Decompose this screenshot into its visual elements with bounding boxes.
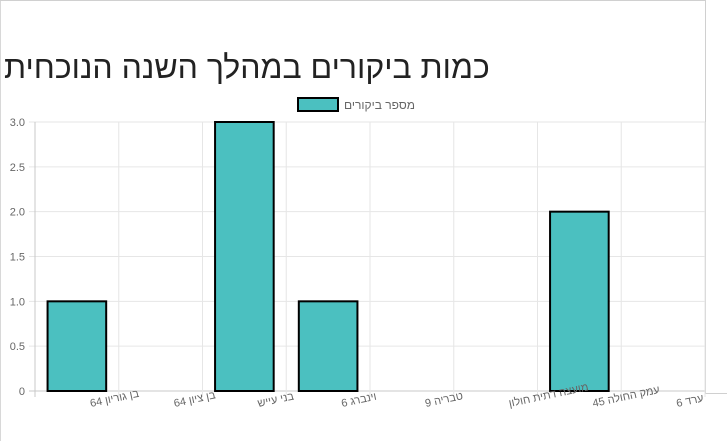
x-tick-label: ערד 6 <box>675 392 704 409</box>
bar-6[interactable] <box>549 210 610 392</box>
panel-top-border <box>0 0 706 4</box>
bar-2[interactable] <box>214 121 275 392</box>
y-tick-label: 0 <box>19 386 25 398</box>
y-tick-label: 2.5 <box>10 162 25 174</box>
window-left-edge <box>0 0 1 441</box>
y-axis-ticks: 0 0.5 1.0 1.5 2.0 2.5 3.0 <box>10 117 25 398</box>
page-title: כמות ביקורים במהלך השנה הנוכחית <box>4 49 490 85</box>
y-tick-label: 3.0 <box>10 117 25 129</box>
legend-swatch <box>297 97 339 112</box>
x-axis-ticks: בן גוריון 64 בן ציון 64 בני עייש וינברג 6 טב… <box>89 380 705 410</box>
chart-legend: מספר ביקורים <box>297 97 415 112</box>
x-tick-label: מועצה דתית חולון <box>508 380 590 410</box>
y-tick-label: 0.5 <box>10 341 25 353</box>
y-tick-label: 2.0 <box>10 207 25 219</box>
x-tick-label: וינברג 6 <box>340 391 377 410</box>
x-tick-label: בני עייש <box>257 390 296 410</box>
x-tick-label: טבריה 9 <box>424 390 464 410</box>
bar-3[interactable] <box>297 300 359 392</box>
x-tick-label: בן ציון 64 <box>173 389 217 410</box>
chart-grid <box>29 121 706 397</box>
y-tick-label: 1.0 <box>10 296 25 308</box>
panel-bottom-border <box>705 393 727 394</box>
bar-chart: מספר ביקורים 00.51.01.52.02.53.0 בן גורי… <box>10 97 706 410</box>
legend-label: מספר ביקורים <box>344 98 415 112</box>
chart-bars <box>46 121 610 392</box>
bar-0[interactable] <box>46 300 108 392</box>
y-tick-label: 1.5 <box>10 252 25 264</box>
